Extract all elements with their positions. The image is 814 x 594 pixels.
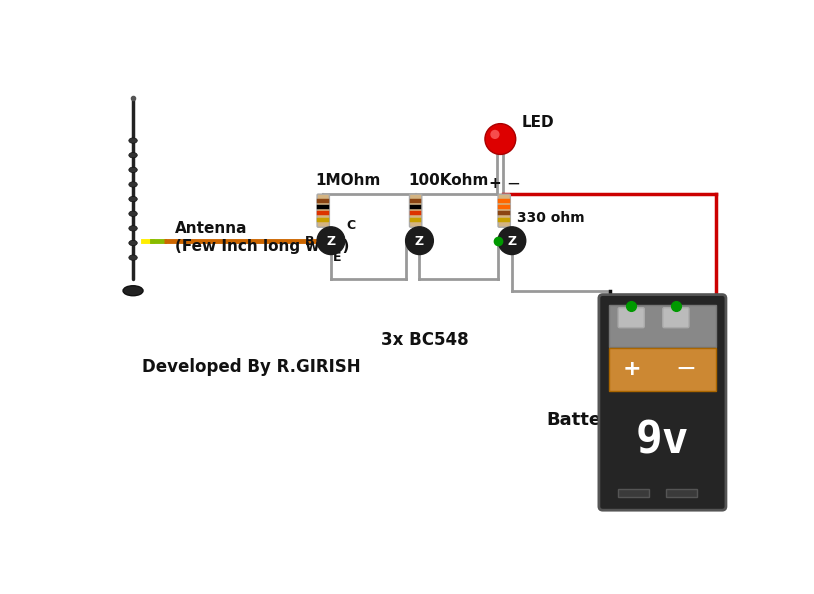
- Text: +: +: [623, 359, 641, 380]
- Circle shape: [405, 227, 433, 255]
- Text: Developed By R.GIRISH: Developed By R.GIRISH: [142, 358, 361, 375]
- Ellipse shape: [129, 138, 138, 143]
- Ellipse shape: [129, 153, 138, 158]
- Bar: [618, 489, 649, 497]
- FancyBboxPatch shape: [409, 194, 422, 227]
- Ellipse shape: [129, 182, 138, 187]
- Text: Z: Z: [415, 235, 424, 248]
- Ellipse shape: [123, 286, 143, 296]
- Text: B: B: [304, 235, 314, 248]
- Ellipse shape: [129, 241, 138, 246]
- Text: +: +: [488, 176, 501, 191]
- FancyBboxPatch shape: [317, 194, 330, 227]
- Text: 100Kohm: 100Kohm: [408, 173, 488, 188]
- Text: 9v: 9v: [636, 419, 689, 462]
- Ellipse shape: [129, 197, 138, 202]
- Circle shape: [317, 227, 345, 255]
- Bar: [666, 489, 697, 497]
- Circle shape: [498, 227, 526, 255]
- Ellipse shape: [129, 167, 138, 172]
- Text: Z: Z: [326, 235, 335, 248]
- Bar: [609, 349, 716, 391]
- Text: 3x BC548: 3x BC548: [381, 331, 469, 349]
- Text: 1MOhm: 1MOhm: [316, 173, 381, 188]
- Text: −: −: [506, 174, 520, 192]
- FancyBboxPatch shape: [618, 308, 645, 328]
- Circle shape: [485, 124, 516, 154]
- FancyBboxPatch shape: [498, 194, 510, 227]
- Text: C: C: [346, 219, 356, 232]
- Bar: [609, 305, 716, 347]
- Ellipse shape: [129, 255, 138, 260]
- Ellipse shape: [129, 211, 138, 216]
- Text: Battery: Battery: [546, 412, 622, 429]
- Text: −: −: [676, 357, 697, 381]
- Circle shape: [490, 130, 500, 139]
- Ellipse shape: [129, 226, 138, 231]
- Text: Z: Z: [507, 235, 516, 248]
- Text: Antenna
(Few Inch long wire): Antenna (Few Inch long wire): [175, 222, 349, 254]
- Text: E: E: [333, 251, 342, 264]
- FancyBboxPatch shape: [599, 295, 726, 510]
- Text: 330 ohm: 330 ohm: [517, 211, 584, 225]
- Text: LED: LED: [522, 115, 554, 129]
- FancyBboxPatch shape: [663, 308, 689, 328]
